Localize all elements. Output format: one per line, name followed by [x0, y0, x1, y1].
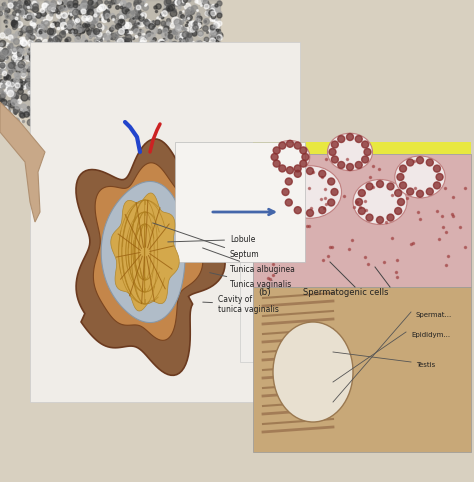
Circle shape	[273, 160, 280, 167]
Circle shape	[328, 199, 335, 206]
Circle shape	[273, 147, 280, 154]
Ellipse shape	[279, 166, 341, 218]
Text: Tunica vaginalis: Tunica vaginalis	[210, 273, 291, 289]
Circle shape	[294, 170, 301, 177]
Circle shape	[362, 141, 369, 148]
Circle shape	[395, 207, 401, 214]
Circle shape	[331, 188, 338, 196]
Circle shape	[398, 199, 404, 205]
Circle shape	[294, 165, 301, 172]
Circle shape	[294, 207, 301, 214]
Circle shape	[271, 153, 278, 161]
Text: Testis: Testis	[416, 362, 435, 368]
Circle shape	[356, 199, 363, 205]
Circle shape	[300, 160, 307, 167]
Circle shape	[319, 170, 326, 177]
Circle shape	[362, 156, 369, 163]
Text: Spermatogenic cells: Spermatogenic cells	[303, 288, 389, 297]
Text: Epididym...: Epididym...	[411, 332, 450, 338]
Text: (b): (b)	[258, 288, 271, 297]
Circle shape	[338, 135, 345, 143]
Circle shape	[300, 147, 307, 154]
Circle shape	[294, 142, 301, 149]
Circle shape	[346, 163, 354, 171]
Circle shape	[358, 189, 365, 197]
Ellipse shape	[395, 156, 445, 198]
Text: Tunica albuginea: Tunica albuginea	[202, 248, 295, 274]
Circle shape	[328, 178, 335, 185]
Circle shape	[279, 165, 286, 172]
Ellipse shape	[328, 133, 373, 171]
Circle shape	[400, 182, 407, 189]
Circle shape	[417, 190, 423, 197]
Polygon shape	[76, 139, 225, 375]
Circle shape	[417, 157, 423, 164]
Text: Spermat...: Spermat...	[416, 312, 452, 318]
Circle shape	[282, 188, 289, 196]
Circle shape	[366, 183, 373, 190]
Circle shape	[426, 188, 433, 195]
Polygon shape	[0, 102, 45, 222]
Circle shape	[338, 161, 345, 169]
Circle shape	[395, 189, 401, 197]
Circle shape	[329, 148, 336, 156]
Circle shape	[355, 161, 362, 169]
Circle shape	[376, 216, 383, 224]
Circle shape	[307, 210, 313, 216]
Circle shape	[331, 141, 338, 148]
Circle shape	[407, 188, 414, 195]
Bar	[253, 142, 471, 154]
Circle shape	[286, 167, 293, 174]
Circle shape	[279, 142, 286, 149]
FancyBboxPatch shape	[175, 142, 305, 262]
Ellipse shape	[273, 322, 353, 422]
Circle shape	[366, 214, 373, 221]
Text: Cavity of
tunica vaginalis: Cavity of tunica vaginalis	[203, 295, 279, 314]
FancyBboxPatch shape	[30, 42, 300, 402]
Circle shape	[331, 156, 338, 163]
Circle shape	[285, 199, 292, 206]
Circle shape	[434, 165, 440, 172]
Circle shape	[307, 168, 313, 174]
Circle shape	[426, 159, 433, 166]
Circle shape	[397, 174, 404, 180]
Circle shape	[302, 153, 309, 161]
Bar	[253, 154, 471, 287]
Polygon shape	[101, 181, 185, 322]
Polygon shape	[93, 163, 203, 340]
Polygon shape	[111, 193, 179, 311]
FancyBboxPatch shape	[240, 212, 470, 362]
Text: Septum: Septum	[153, 223, 260, 259]
Circle shape	[387, 214, 394, 221]
Circle shape	[286, 140, 293, 147]
Circle shape	[285, 178, 292, 185]
Circle shape	[436, 174, 443, 180]
Circle shape	[434, 182, 440, 189]
Circle shape	[364, 148, 371, 156]
Bar	[253, 287, 471, 452]
Text: Lobule: Lobule	[168, 235, 255, 244]
Circle shape	[387, 183, 394, 190]
Ellipse shape	[270, 140, 310, 174]
Circle shape	[358, 207, 365, 214]
Circle shape	[376, 180, 383, 187]
Circle shape	[407, 159, 414, 166]
Circle shape	[319, 207, 326, 214]
Ellipse shape	[353, 179, 407, 225]
Circle shape	[400, 165, 407, 172]
Circle shape	[355, 135, 362, 143]
Circle shape	[346, 134, 354, 140]
Bar	[0, 0, 220, 112]
